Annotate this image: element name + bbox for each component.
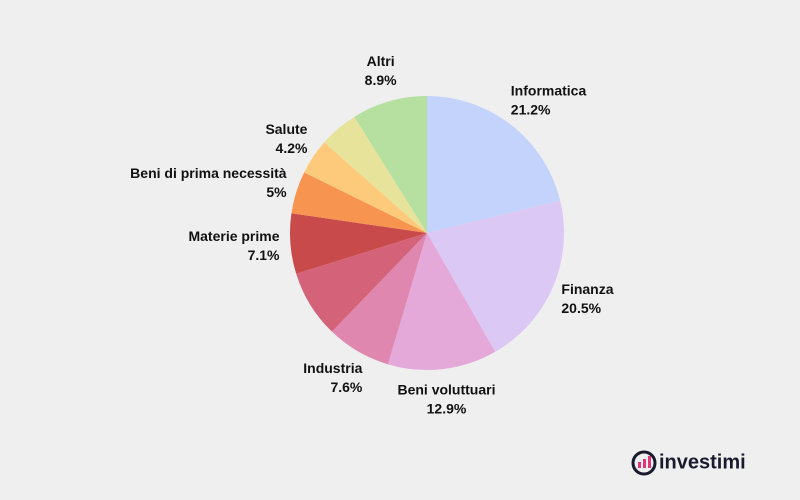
slice-label: Informatica	[511, 83, 587, 99]
pie-slice	[324, 116, 427, 233]
slice-label: Materie prime	[188, 228, 279, 244]
value-label: 7.1%	[248, 247, 280, 263]
logo-bar	[648, 456, 651, 468]
logo-icon	[631, 450, 657, 476]
pie-slice	[331, 233, 427, 365]
pie-slice	[354, 96, 427, 233]
slice-label: Beni voluttuari	[397, 382, 495, 398]
slice-label: Salute	[265, 121, 307, 137]
value-label: 12.9%	[427, 401, 467, 417]
pie-slice	[387, 233, 496, 371]
pie-slice	[296, 233, 427, 332]
value-label: 8.9%	[365, 72, 397, 88]
slice-label: Altri	[367, 53, 395, 69]
pie-slice	[291, 172, 427, 233]
pie-slice	[304, 142, 427, 233]
slice-label: Finanza	[561, 281, 613, 297]
value-label: 21.2%	[511, 102, 551, 118]
pie-slice	[290, 213, 427, 274]
slice-label: Industria	[303, 360, 362, 376]
pie-slice	[427, 96, 561, 233]
value-label: 4.2%	[276, 140, 308, 156]
brand: investimi	[659, 451, 746, 473]
slice-label: Beni di prima necessità	[130, 165, 287, 181]
pie-slice	[427, 200, 564, 352]
value-label: 20.5%	[561, 300, 601, 316]
logo: investimi	[631, 450, 746, 476]
value-label: 5%	[266, 184, 287, 200]
logo-bar	[643, 459, 646, 468]
value-label: 7.6%	[330, 379, 362, 395]
logo-bar	[638, 462, 641, 468]
